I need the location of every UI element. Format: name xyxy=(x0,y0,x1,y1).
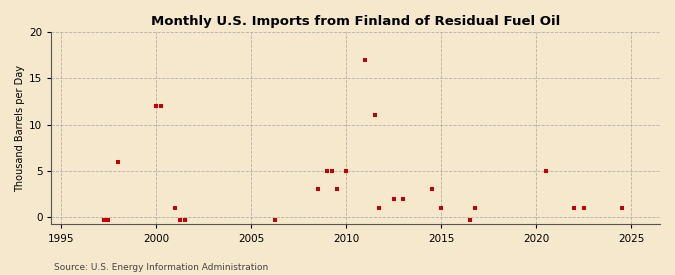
Point xyxy=(99,218,109,222)
Point xyxy=(541,169,551,173)
Point xyxy=(469,206,480,210)
Point xyxy=(155,104,166,108)
Point xyxy=(313,187,323,191)
Point xyxy=(569,206,580,210)
Point xyxy=(169,206,180,210)
Point xyxy=(179,218,190,222)
Point xyxy=(103,218,114,222)
Point xyxy=(269,218,280,222)
Y-axis label: Thousand Barrels per Day: Thousand Barrels per Day xyxy=(15,65,25,192)
Point xyxy=(388,196,399,201)
Point xyxy=(464,218,475,222)
Point xyxy=(360,57,371,62)
Point xyxy=(436,206,447,210)
Point xyxy=(369,113,380,117)
Point xyxy=(322,169,333,173)
Point xyxy=(151,104,161,108)
Point xyxy=(113,159,124,164)
Point xyxy=(174,218,185,222)
Point xyxy=(341,169,352,173)
Point xyxy=(331,187,342,191)
Point xyxy=(427,187,437,191)
Point xyxy=(327,169,338,173)
Point xyxy=(616,206,627,210)
Point xyxy=(374,206,385,210)
Point xyxy=(578,206,589,210)
Point xyxy=(398,196,408,201)
Text: Source: U.S. Energy Information Administration: Source: U.S. Energy Information Administ… xyxy=(54,263,268,272)
Title: Monthly U.S. Imports from Finland of Residual Fuel Oil: Monthly U.S. Imports from Finland of Res… xyxy=(151,15,560,28)
